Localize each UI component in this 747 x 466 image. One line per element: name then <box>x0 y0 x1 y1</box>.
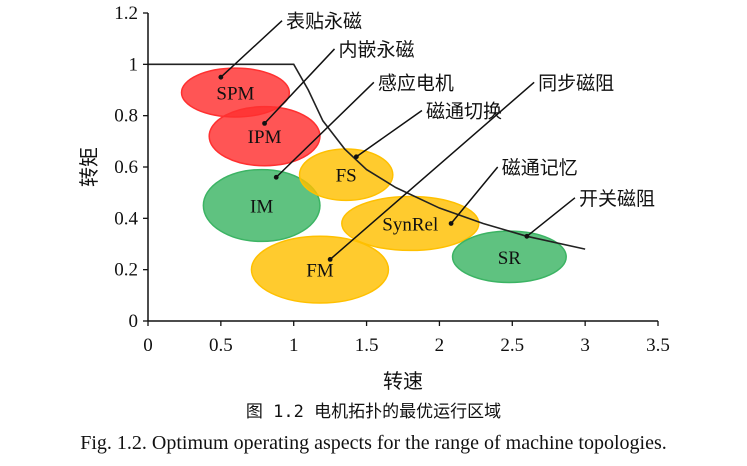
x-tick-label: 1 <box>289 335 299 356</box>
y-tick-label: 0.4 <box>114 208 138 229</box>
y-tick-label: 0.2 <box>114 260 138 281</box>
annotation-fs: 磁通切换 <box>426 101 502 123</box>
annotation-synrel: 磁通记忆 <box>502 157 578 179</box>
annotation-ipm: 内嵌永磁 <box>339 39 415 61</box>
leader-dot-fs <box>353 154 359 160</box>
region-label-fs: FS <box>336 166 357 187</box>
leader-line-ipm <box>264 48 336 124</box>
y-tick-label: 1 <box>129 54 139 75</box>
leader-line-sr <box>526 197 576 237</box>
annotation-fm: 同步磁阻 <box>538 72 614 94</box>
region-im <box>202 168 321 243</box>
region-label-fm: FM <box>306 261 334 282</box>
annotation-im: 感应电机 <box>378 72 454 94</box>
y-tick-label: 1.2 <box>114 3 138 24</box>
y-tick-label: 0.6 <box>114 157 138 178</box>
figure-caption-chinese: 图 1.2 电机拓扑的最优运行区域 <box>245 402 502 422</box>
leader-dot-synrel <box>448 221 454 226</box>
region-label-ipm: IPM <box>248 127 282 148</box>
leader-dot-ipm <box>262 120 267 126</box>
region-label-sr: SR <box>498 248 522 269</box>
annotation-sr: 开关磁阻 <box>579 188 655 210</box>
leader-line-fs <box>355 109 423 158</box>
leader-line-im <box>275 81 375 178</box>
region-label-im: IM <box>250 197 273 218</box>
chart: 0 0.2 0.4 0.6 0.8 1 1.2 0 0.5 1 1.5 2 2.5 3 3.5 转速 转矩 SP… <box>78 3 670 393</box>
x-axis-label: 转速 <box>383 370 423 393</box>
leader-dot-spm <box>218 74 224 80</box>
leader-dot-fm <box>327 257 333 262</box>
y-tick-label: 0.8 <box>114 106 138 127</box>
annotation-spm: 表贴永磁 <box>286 11 362 33</box>
figure-caption-english: Fig. 1.2. Optimum operating aspects for … <box>80 432 667 454</box>
x-tick-label: 0.5 <box>209 335 233 356</box>
y-axis-label: 转矩 <box>78 147 101 187</box>
leader-line-synrel <box>450 166 499 224</box>
region-fm <box>250 235 390 304</box>
region-label-spm: SPM <box>216 84 254 105</box>
x-tick-label: 1.5 <box>355 335 379 356</box>
leader-dot-sr <box>524 233 530 239</box>
y-tick-label: 0 <box>129 311 139 332</box>
leader-line-fm <box>329 81 535 260</box>
region-ipm <box>208 105 321 167</box>
x-tick-label: 3.5 <box>646 335 670 356</box>
x-tick-label: 3 <box>580 335 590 356</box>
leader-dot-im <box>273 174 279 180</box>
region-fs <box>298 148 394 202</box>
region-label-synrel: SynRel <box>382 214 438 235</box>
x-tick-label: 2 <box>435 335 445 356</box>
leader-line-spm <box>220 20 283 78</box>
x-tick-label: 2.5 <box>500 335 524 356</box>
x-tick-label: 0 <box>143 335 153 356</box>
